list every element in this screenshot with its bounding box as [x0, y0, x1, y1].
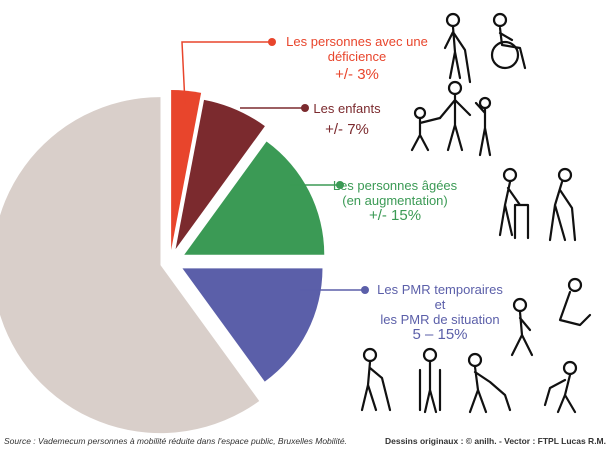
illustrations — [360, 12, 592, 414]
connector-dot — [336, 181, 344, 189]
pie-slice — [184, 141, 325, 255]
pie-slice — [0, 97, 260, 434]
connector-dot — [268, 38, 276, 46]
credits: Dessins originaux : © anilh. - Vector : … — [384, 436, 606, 446]
connector-dot — [361, 286, 369, 294]
pie-slice — [182, 268, 323, 382]
value-label: +/- 3% — [335, 66, 379, 83]
connector — [181, 41, 272, 105]
value-label: 5 – 15% — [412, 326, 468, 343]
pie-slice — [171, 90, 202, 251]
slice-label: Les personnes avec une déficience — [286, 34, 428, 64]
value-label: +/- 7% — [325, 121, 369, 138]
slice-label: Les enfants — [313, 101, 381, 116]
connector-dot — [301, 104, 309, 112]
value-label: +/- 15% — [368, 207, 422, 224]
pie-slice — [175, 99, 265, 250]
slice-label: Les personnes âgées (en augmentation) — [332, 178, 458, 208]
source: Source : Vademecum personnes à mobilité … — [4, 436, 347, 446]
slice-label: Les PMR temporaires et les PMR de situat… — [377, 282, 503, 327]
